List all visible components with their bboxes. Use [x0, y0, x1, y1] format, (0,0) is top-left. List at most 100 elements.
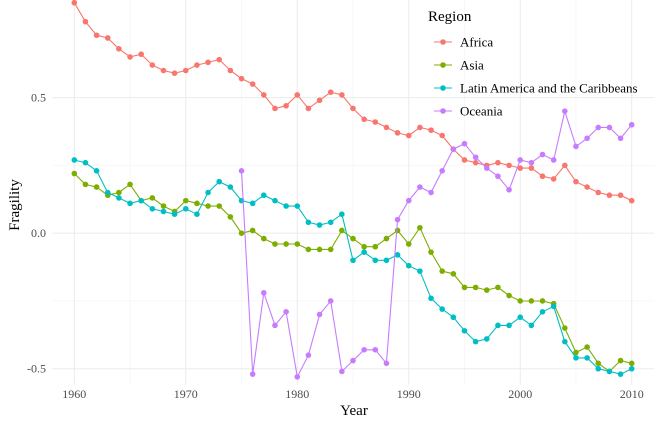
legend-item-asia: Asia [434, 58, 484, 73]
data-point-africa [461, 157, 468, 163]
grid [52, 0, 654, 385]
data-point-latin-america-and-the-caribbeans [93, 168, 100, 174]
data-point-africa [562, 162, 568, 169]
legend-item-oceania: Oceania [434, 104, 503, 119]
data-point-latin-america-and-the-caribbeans [249, 200, 256, 207]
data-point-oceania [327, 298, 334, 304]
y-tick-labels: -0.5 0.0 0.5 [27, 91, 46, 376]
data-point-asia [316, 246, 323, 253]
data-point-africa [472, 159, 479, 166]
data-point-africa [584, 184, 590, 190]
data-point-asia [216, 203, 223, 209]
legend-item-latin-america-and-the-caribbeans: Latin America and the Caribbeans [434, 81, 638, 96]
data-point-latin-america-and-the-caribbeans [339, 211, 345, 217]
data-point-asia [339, 227, 345, 234]
data-point-asia [595, 360, 602, 367]
data-point-africa [283, 102, 289, 109]
data-point-africa [417, 124, 423, 131]
data-point-latin-america-and-the-caribbeans [283, 203, 289, 209]
data-point-asia [283, 241, 289, 247]
data-point-africa [261, 92, 267, 98]
data-point-asia [227, 214, 234, 220]
data-point-latin-america-and-the-caribbeans [439, 306, 445, 312]
series-oceania [238, 108, 635, 380]
data-point-oceania [283, 308, 289, 315]
series-layer [71, 0, 635, 380]
data-point-africa [238, 75, 245, 82]
x-tick-label: 1980 [285, 387, 309, 401]
data-point-africa [327, 89, 334, 95]
data-point-oceania [617, 135, 624, 142]
data-point-asia [149, 195, 156, 201]
data-point-asia [372, 243, 379, 250]
data-point-africa [316, 97, 323, 104]
data-point-oceania [417, 184, 423, 190]
data-point-africa [394, 130, 401, 136]
data-point-africa [294, 92, 301, 98]
data-point-asia [450, 271, 457, 277]
data-point-latin-america-and-the-caribbeans [227, 184, 234, 190]
data-point-latin-america-and-the-caribbeans [149, 205, 156, 212]
data-point-latin-america-and-the-caribbeans [428, 295, 434, 302]
data-point-latin-america-and-the-caribbeans [272, 197, 278, 204]
data-point-africa [350, 105, 356, 112]
x-tick-label: 1990 [397, 387, 421, 401]
data-point-latin-america-and-the-caribbeans [450, 314, 457, 321]
data-point-oceania [562, 108, 568, 114]
data-point-asia [584, 344, 590, 350]
legend-key-point [440, 62, 446, 68]
data-point-latin-america-and-the-caribbeans [205, 189, 211, 196]
data-point-asia [472, 284, 479, 291]
data-point-latin-america-and-the-caribbeans [461, 327, 468, 334]
data-point-asia [305, 246, 312, 253]
data-point-africa [339, 92, 345, 98]
data-point-latin-america-and-the-caribbeans [628, 365, 635, 372]
data-point-asia [517, 298, 524, 304]
data-point-africa [517, 165, 524, 171]
data-point-africa [439, 132, 445, 139]
data-point-africa [606, 192, 613, 199]
data-point-africa [528, 165, 535, 171]
data-point-latin-america-and-the-caribbeans [194, 211, 200, 217]
x-tick-labels: 1960 1970 1980 1990 2000 2010 [62, 387, 643, 401]
y-tick-label: -0.5 [27, 362, 46, 376]
data-point-latin-america-and-the-caribbeans [182, 205, 189, 212]
data-point-asia [294, 241, 301, 247]
data-point-asia [573, 349, 579, 356]
data-point-asia [394, 227, 401, 234]
data-point-africa [628, 197, 635, 204]
data-point-latin-america-and-the-caribbeans [372, 257, 379, 264]
data-point-latin-america-and-the-caribbeans [617, 371, 624, 377]
data-point-latin-america-and-the-caribbeans [316, 222, 323, 228]
data-point-africa [249, 81, 256, 87]
data-point-oceania [606, 124, 613, 131]
data-point-asia [116, 189, 122, 196]
data-point-africa [171, 70, 178, 77]
data-point-asia [82, 181, 89, 188]
data-point-africa [383, 124, 390, 131]
data-point-africa [495, 159, 501, 166]
legend-key-point [440, 108, 446, 114]
data-point-oceania [461, 140, 468, 147]
data-point-latin-america-and-the-caribbeans [138, 197, 144, 204]
data-point-latin-america-and-the-caribbeans [104, 189, 111, 196]
data-point-oceania [483, 165, 490, 171]
data-point-latin-america-and-the-caribbeans [562, 338, 568, 345]
data-point-oceania [439, 168, 445, 174]
data-point-oceania [294, 374, 301, 380]
data-point-oceania [238, 168, 245, 174]
data-point-asia [205, 203, 211, 209]
legend-label-oceania: Oceania [460, 104, 503, 119]
data-point-oceania [528, 159, 535, 166]
data-point-oceania [350, 357, 356, 364]
data-point-latin-america-and-the-caribbeans [216, 178, 223, 185]
x-tick-label: 2010 [620, 387, 644, 401]
data-point-africa [127, 54, 133, 60]
data-point-africa [617, 192, 624, 199]
data-point-oceania [628, 121, 635, 128]
data-point-asia [261, 235, 267, 242]
legend-key-point [440, 85, 446, 91]
data-point-latin-america-and-the-caribbeans [506, 322, 512, 329]
data-point-latin-america-and-the-caribbeans [171, 211, 178, 217]
